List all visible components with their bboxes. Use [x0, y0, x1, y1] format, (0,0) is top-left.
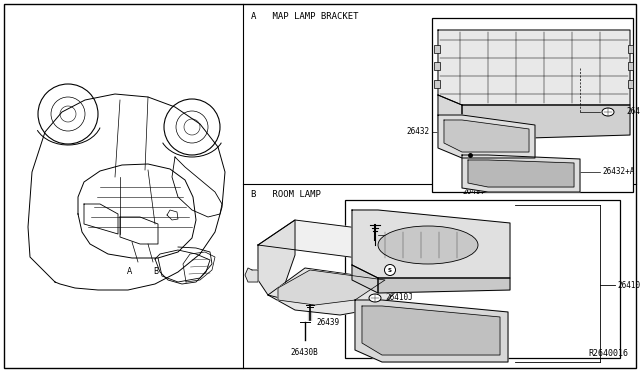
Polygon shape [438, 115, 535, 158]
Text: B: B [154, 267, 159, 276]
Bar [434, 62, 440, 70]
Polygon shape [352, 210, 510, 278]
Text: 26411: 26411 [385, 326, 408, 334]
Text: B   ROOM LAMP: B ROOM LAMP [251, 190, 321, 199]
Text: (2): (2) [408, 277, 420, 283]
Text: A   MAP LAMP BRACKET: A MAP LAMP BRACKET [251, 12, 358, 21]
Bar [628, 80, 633, 88]
Bar [345, 200, 620, 358]
Polygon shape [468, 160, 574, 187]
Bar [434, 45, 440, 53]
Ellipse shape [369, 294, 381, 302]
Bar [628, 45, 633, 53]
Polygon shape [268, 268, 405, 315]
Polygon shape [438, 95, 462, 140]
Text: 26410J: 26410J [385, 294, 413, 302]
Text: 26430: 26430 [427, 231, 450, 240]
Polygon shape [462, 105, 630, 140]
Polygon shape [258, 220, 390, 258]
Ellipse shape [378, 226, 478, 264]
Polygon shape [352, 265, 378, 293]
Polygon shape [358, 232, 415, 275]
Text: S: S [388, 267, 392, 273]
Polygon shape [405, 242, 418, 258]
Polygon shape [378, 278, 510, 293]
Text: 26439: 26439 [316, 318, 339, 327]
Polygon shape [438, 30, 630, 105]
Text: 26410: 26410 [617, 280, 640, 289]
Bar [434, 80, 440, 88]
Text: R2640016: R2640016 [588, 349, 628, 358]
Text: A: A [127, 267, 132, 276]
Polygon shape [258, 220, 295, 298]
Polygon shape [362, 306, 500, 355]
Polygon shape [444, 120, 529, 152]
Text: 26432+A: 26432+A [602, 167, 634, 176]
Text: 08513-51612: 08513-51612 [400, 267, 447, 273]
Text: 26497: 26497 [462, 187, 485, 196]
Polygon shape [245, 268, 258, 282]
Polygon shape [278, 270, 385, 305]
Text: 26430B: 26430B [290, 348, 317, 357]
Polygon shape [355, 300, 508, 362]
Text: 26432: 26432 [407, 128, 430, 137]
Bar [628, 62, 633, 70]
Ellipse shape [602, 108, 614, 116]
Bar [432, 18, 633, 192]
Text: 26410J: 26410J [626, 108, 640, 116]
Circle shape [385, 264, 396, 276]
Polygon shape [462, 155, 580, 192]
